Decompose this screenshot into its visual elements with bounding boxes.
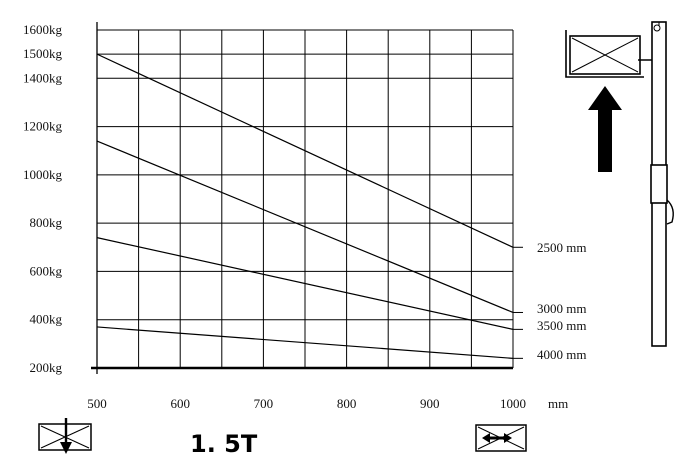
series-line [96, 237, 514, 330]
series-label: 3500 mm [537, 318, 586, 333]
x-axis-unit-label: mm [548, 396, 568, 411]
y-tick-label: 1200kg [23, 119, 63, 134]
load-center-icon [475, 424, 527, 452]
x-tick-label: 600 [170, 396, 190, 411]
series-line [96, 53, 514, 248]
y-tick-label: 600kg [30, 263, 63, 278]
load-down-icon [38, 418, 92, 454]
x-tick-label: 800 [337, 396, 357, 411]
series-label: 4000 mm [537, 347, 586, 362]
y-tick-label: 1600kg [23, 22, 63, 37]
x-tick-label: 1000 [500, 396, 526, 411]
x-tick-label: 900 [420, 396, 440, 411]
y-tick-label: 1000kg [23, 167, 63, 182]
y-tick-label: 400kg [30, 312, 63, 327]
y-tick-label: 200kg [30, 360, 63, 375]
series-line [96, 140, 514, 314]
series-labels: 2500 mm 3000 mm 3500 mm 4000 mm [513, 240, 586, 362]
chart-series [96, 53, 514, 359]
series-label: 2500 mm [537, 240, 586, 255]
y-tick-label: 1500kg [23, 46, 63, 61]
x-axis-ticks: 500 600 700 800 900 1000 [87, 396, 526, 411]
series-line [96, 326, 514, 359]
series-label: 3000 mm [537, 301, 586, 316]
y-tick-label: 1400kg [23, 70, 63, 85]
capacity-label: 1. 5T [190, 430, 258, 458]
x-tick-label: 500 [87, 396, 107, 411]
pallet-crossed-box-icon [565, 30, 655, 78]
forklift-mast-icon [650, 21, 674, 347]
y-axis-ticks: 200kg 400kg 600kg 800kg 1000kg 1200kg 1400kg 15… [23, 22, 63, 375]
chart-grid [91, 22, 514, 374]
x-tick-label: 700 [254, 396, 274, 411]
up-arrow-icon [588, 86, 622, 172]
y-tick-label: 800kg [30, 215, 63, 230]
